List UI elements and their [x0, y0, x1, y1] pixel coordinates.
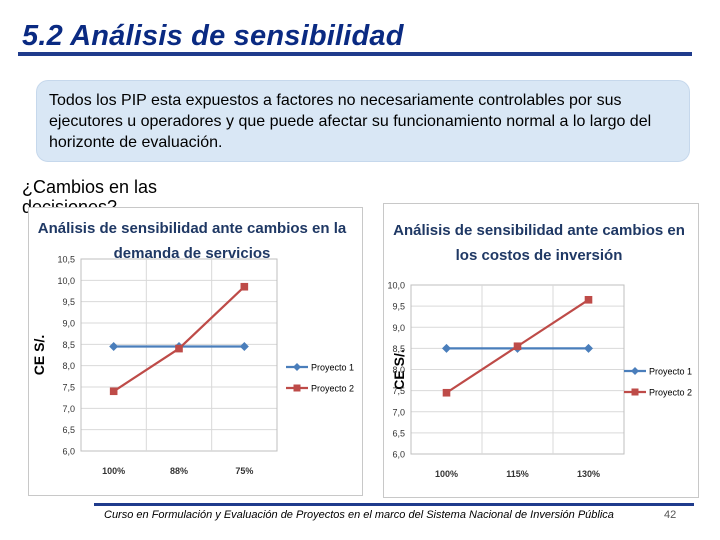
x-tick-label: 88%	[170, 466, 188, 476]
y-axis-label: CE S/.	[31, 335, 47, 375]
y-tick-label: 7,0	[392, 407, 405, 417]
series-line-proyecto-2	[113, 285, 246, 393]
y-tick-label: 10,0	[387, 281, 405, 291]
legend-label: Proyecto 1	[311, 363, 354, 373]
chart-title-line: Análisis de sensibilidad ante cambios en	[393, 222, 685, 239]
y-tick-label: 8,0	[62, 361, 75, 371]
legend-label: Proyecto 1	[649, 367, 692, 377]
y-tick-label: 10,5	[57, 255, 75, 265]
y-tick-label: 6,0	[392, 450, 405, 460]
page-number: 42	[664, 509, 677, 521]
data-point-square	[240, 282, 249, 291]
chart-demand-svg: Análisis de sensibilidad ante cambios en…	[31, 220, 354, 476]
chart-title-line: Análisis de sensibilidad ante cambios en…	[38, 220, 347, 237]
y-tick-label: 6,0	[62, 447, 75, 457]
y-tick-label: 8,0	[392, 365, 405, 375]
plot-area	[410, 284, 625, 455]
title-underline	[18, 52, 692, 56]
data-point-square	[584, 295, 593, 304]
data-point-square	[442, 388, 451, 397]
legend-marker	[293, 384, 301, 392]
chart-demand-sensitivity: Análisis de sensibilidad ante cambios en…	[28, 207, 363, 496]
legend-marker	[631, 367, 639, 375]
legend-label: Proyecto 2	[649, 388, 692, 398]
callout-text: Todos los PIP esta expuestos a factores …	[49, 92, 652, 151]
y-tick-label: 8,5	[392, 344, 405, 354]
y-tick-label: 9,0	[62, 319, 75, 329]
callout-box: Todos los PIP esta expuestos a factores …	[36, 80, 690, 162]
y-axis-label: CE S/.	[391, 349, 407, 389]
footer-rule	[94, 503, 694, 506]
y-tick-label: 9,5	[392, 302, 405, 312]
data-point-square	[109, 387, 118, 396]
data-point-diamond	[442, 343, 451, 353]
y-tick-label: 8,5	[62, 340, 75, 350]
y-tick-label: 10,0	[57, 276, 75, 286]
footer-text: Curso en Formulación y Evaluación de Pro…	[104, 509, 614, 521]
y-tick-label: 6,5	[62, 425, 75, 435]
y-tick-label: 6,5	[392, 428, 405, 438]
legend-marker	[293, 363, 301, 371]
y-tick-label: 9,5	[62, 297, 75, 307]
x-tick-label: 75%	[235, 466, 253, 476]
chart-investment-svg: Análisis de sensibilidad ante cambios en…	[387, 222, 692, 479]
chart-title-line: los costos de inversión	[456, 247, 623, 264]
y-tick-label: 7,0	[62, 404, 75, 414]
y-tick-label: 7,5	[62, 383, 75, 393]
y-tick-label: 9,0	[392, 323, 405, 333]
x-tick-label: 100%	[435, 469, 458, 479]
chart-title-line: demanda de servicios	[114, 245, 271, 262]
x-tick-label: 115%	[506, 469, 529, 479]
x-tick-label: 100%	[102, 466, 125, 476]
y-tick-label: 7,5	[392, 386, 405, 396]
data-point-diamond	[109, 341, 119, 351]
data-point-square	[175, 344, 183, 353]
legend-marker	[631, 388, 639, 396]
plot-area	[80, 258, 278, 452]
data-point-diamond	[584, 343, 593, 353]
slide-title: 5.2 Análisis de sensibilidad	[22, 20, 404, 52]
x-tick-label: 130%	[577, 469, 600, 479]
legend-label: Proyecto 2	[311, 384, 354, 394]
data-point-diamond	[239, 341, 249, 351]
data-point-square	[513, 342, 522, 351]
chart-investment-sensitivity: Análisis de sensibilidad ante cambios en…	[383, 203, 699, 498]
